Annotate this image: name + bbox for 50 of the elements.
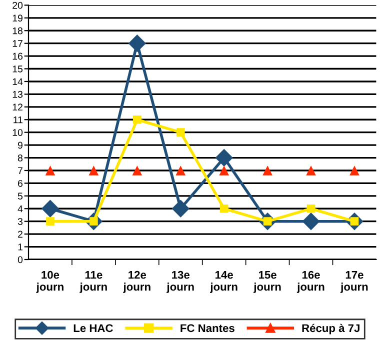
- x-tick-label: 12e journ: [123, 270, 150, 293]
- y-tick-label: 6: [18, 180, 23, 187]
- point: [302, 212, 320, 230]
- y-tick-label: 16: [12, 52, 23, 60]
- y-tick-label: 5: [18, 192, 23, 200]
- point: [132, 166, 142, 176]
- legend-label: Le HAC: [74, 324, 113, 332]
- y-tick-label: 12: [12, 104, 22, 110]
- legend-label: Récup à 7J: [302, 324, 360, 334]
- y-tick-label: 8: [18, 154, 23, 162]
- point: [46, 217, 54, 226]
- point: [219, 166, 229, 176]
- x-tick-label: 11e journ: [80, 271, 107, 293]
- point: [350, 166, 360, 176]
- x-tick-label: 14e journ: [210, 271, 238, 293]
- point: [45, 166, 56, 176]
- x-tick-label: 17e journ: [340, 271, 368, 293]
- y-tick-label: 14: [12, 78, 23, 86]
- y-tick-label: 4: [18, 205, 23, 212]
- y-tick-label: 3: [18, 218, 23, 225]
- legend-label: FC Nantes: [180, 324, 234, 332]
- point: [128, 34, 146, 52]
- y-tick-label: 9: [18, 142, 22, 149]
- x-tick-label: 15e journ: [253, 271, 281, 293]
- point: [172, 200, 190, 218]
- point: [176, 166, 186, 176]
- point: [262, 166, 272, 176]
- y-tick-label: 19: [12, 14, 22, 22]
- point: [220, 204, 228, 213]
- x-tick-label: 10e journ: [36, 270, 64, 293]
- y-tick-label: 0: [18, 256, 23, 264]
- y-tick-label: 18: [12, 27, 23, 34]
- point: [176, 128, 185, 137]
- point: [216, 149, 233, 166]
- x-tick-label: 16e journ: [296, 270, 324, 293]
- y-tick-label: 1: [18, 244, 22, 250]
- y-tick-label: 20: [12, 2, 23, 9]
- point: [88, 166, 99, 176]
- y-tick-label: 2: [18, 230, 22, 238]
- y-tick-label: 7: [18, 167, 22, 174]
- y-tick-label: 15: [12, 66, 23, 72]
- point: [132, 115, 142, 124]
- y-tick-label: 13: [12, 90, 23, 98]
- y-tick-label: 11: [14, 116, 22, 124]
- point: [306, 166, 316, 176]
- x-tick-label: 13e journ: [166, 270, 194, 293]
- point: [306, 204, 316, 213]
- point: [42, 200, 59, 218]
- y-tick-label: 10: [12, 129, 23, 136]
- y-tick-label: 17: [12, 40, 22, 47]
